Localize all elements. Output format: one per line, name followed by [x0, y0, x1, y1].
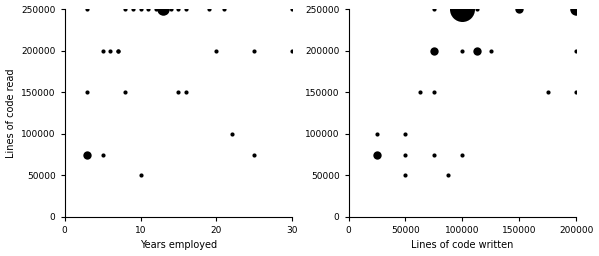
Point — [211, 49, 221, 53]
Point — [250, 153, 259, 157]
Point — [151, 7, 161, 11]
Point — [571, 7, 581, 11]
Point — [372, 153, 382, 157]
Point — [174, 90, 183, 94]
Point — [486, 49, 495, 53]
Point — [105, 49, 115, 53]
Point — [401, 173, 410, 177]
Point — [429, 90, 438, 94]
Point — [250, 49, 259, 53]
Point — [136, 173, 146, 177]
Point — [174, 7, 183, 11]
Point — [571, 90, 581, 94]
Point — [143, 7, 153, 11]
Point — [181, 7, 191, 11]
Point — [113, 49, 123, 53]
Point — [288, 49, 297, 53]
Point — [443, 173, 453, 177]
Point — [429, 7, 438, 11]
Point — [415, 90, 425, 94]
Point — [159, 7, 168, 11]
Point — [98, 153, 107, 157]
Point — [401, 132, 410, 136]
Point — [472, 49, 482, 53]
Point — [227, 132, 237, 136]
Point — [458, 153, 467, 157]
Point — [472, 7, 482, 11]
X-axis label: Years employed: Years employed — [140, 240, 217, 250]
Point — [219, 7, 229, 11]
Point — [181, 90, 191, 94]
Point — [458, 49, 467, 53]
X-axis label: Lines of code written: Lines of code written — [412, 240, 513, 250]
Point — [571, 49, 581, 53]
Point — [515, 7, 524, 11]
Y-axis label: Lines of code read: Lines of code read — [5, 68, 16, 158]
Point — [120, 90, 130, 94]
Point — [401, 153, 410, 157]
Point — [113, 49, 123, 53]
Point — [120, 7, 130, 11]
Point — [83, 7, 92, 11]
Point — [83, 153, 92, 157]
Point — [166, 7, 176, 11]
Point — [372, 132, 382, 136]
Point — [98, 49, 107, 53]
Point — [458, 7, 467, 11]
Point — [429, 153, 438, 157]
Point — [288, 7, 297, 11]
Point — [543, 90, 553, 94]
Point — [83, 90, 92, 94]
Point — [128, 7, 138, 11]
Point — [204, 7, 214, 11]
Point — [429, 49, 438, 53]
Point — [136, 7, 146, 11]
